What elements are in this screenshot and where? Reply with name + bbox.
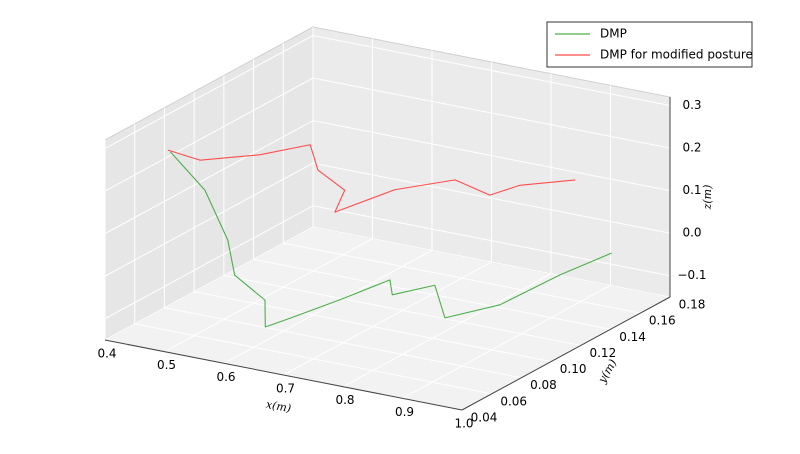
z-tick-label: −0.1 xyxy=(677,268,706,282)
grid-line xyxy=(253,59,611,330)
x-tick-label: 0.8 xyxy=(335,393,354,407)
z-tick-label: 0.1 xyxy=(682,183,701,197)
x-tick-label: 0.7 xyxy=(276,382,295,396)
y-tick-label: 0.04 xyxy=(471,411,498,425)
x-tick-label: 0.5 xyxy=(157,358,176,372)
y-tick-label: 0.18 xyxy=(679,298,706,312)
y-tick-label: 0.06 xyxy=(500,394,527,408)
grid-line xyxy=(104,77,671,192)
grid-line xyxy=(223,75,581,346)
z-tick-label: 0.3 xyxy=(682,98,701,112)
grid-line xyxy=(104,162,671,277)
z-tick-label: 0.2 xyxy=(682,141,701,155)
legend-box xyxy=(546,21,753,68)
grid-line xyxy=(163,107,522,379)
panes xyxy=(103,26,672,411)
y-tick-label: 0.12 xyxy=(589,346,616,360)
y-axis-label: y(m) xyxy=(595,357,619,386)
x-axis-label: x(m) xyxy=(265,398,292,415)
plot: 0.40.50.60.70.80.91.00.040.060.080.100.1… xyxy=(97,97,714,431)
series-line xyxy=(167,144,576,213)
z-tick-label: 0.0 xyxy=(682,226,701,240)
y-tick-label: 0.16 xyxy=(649,314,676,328)
x-axis xyxy=(104,339,463,411)
z-axis-label: z(m) xyxy=(701,185,714,211)
grid-line xyxy=(312,27,671,298)
legend-label: DMP xyxy=(600,27,627,41)
legend-label: DMP for modified posture xyxy=(600,48,753,62)
grid-line xyxy=(104,205,671,320)
y-tick-label: 0.10 xyxy=(560,362,587,376)
grid-line xyxy=(104,120,671,235)
legend: DMP DMP for modified posture xyxy=(546,21,753,68)
x-tick-label: 0.4 xyxy=(97,347,116,361)
grid-line xyxy=(282,43,641,314)
series-line xyxy=(169,151,612,328)
y-axis xyxy=(461,296,671,411)
x-tick-label: 0.9 xyxy=(395,405,414,419)
grid-line xyxy=(104,34,671,149)
y-tick-label: 0.08 xyxy=(530,378,557,392)
x-tick-label: 0.6 xyxy=(216,370,235,384)
grid-line xyxy=(134,123,492,395)
x-tick-label: 1.0 xyxy=(454,417,473,431)
y-tick-label: 0.14 xyxy=(619,330,646,344)
